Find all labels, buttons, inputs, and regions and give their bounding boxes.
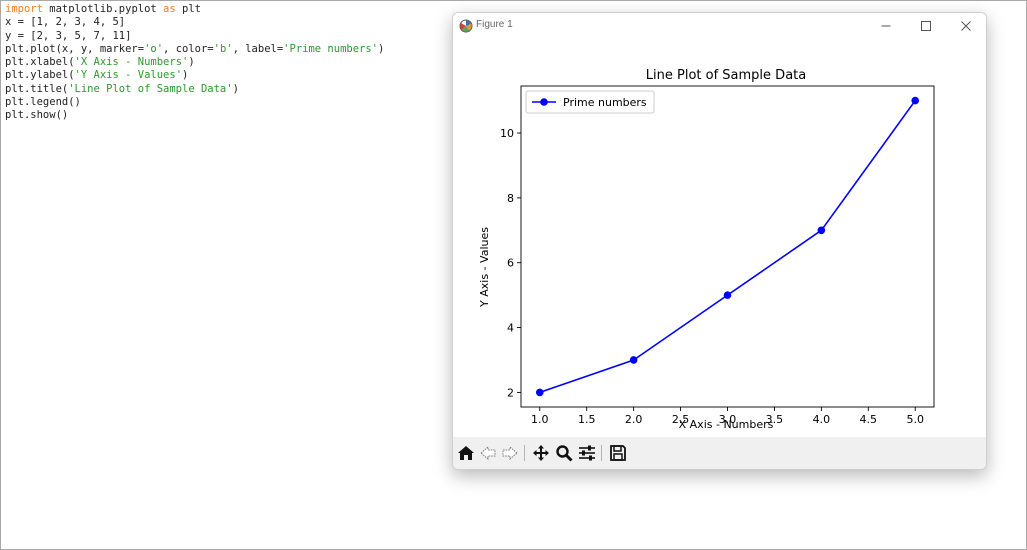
plot-area-frame: [520, 85, 935, 408]
code-line: plt.plot(x, y, marker='o', color='b', la…: [5, 43, 384, 56]
code-token: 'o': [144, 42, 164, 55]
home-button[interactable]: [456, 443, 476, 463]
x-tick-label: 1.5: [578, 413, 596, 426]
x-tick-label: 2.5: [672, 413, 690, 426]
y-tick-label: 2: [507, 386, 514, 399]
back-button[interactable]: [478, 443, 498, 463]
y-tick-label: 8: [507, 192, 514, 205]
configure-subplots-icon: [579, 445, 595, 461]
code-token: y = [2, 3, 5, 7, 11]: [5, 29, 132, 42]
pan-button[interactable]: [531, 443, 551, 463]
code-line: plt.legend(): [5, 96, 384, 109]
figure-canvas[interactable]: Line Plot of Sample Data X Axis - Number…: [453, 39, 986, 437]
data-point: [817, 226, 826, 235]
configure-subplots-button[interactable]: [577, 443, 597, 463]
code-token: import: [5, 3, 43, 15]
maximize-icon: [921, 21, 931, 31]
code-line: plt.show(): [5, 109, 384, 122]
toolbar-separator: [601, 445, 602, 461]
code-token: ): [182, 69, 189, 82]
data-point: [629, 356, 638, 364]
code-token: 'Y Axis - Values': [74, 69, 183, 82]
code-token: 'X Axis - Numbers': [74, 56, 189, 69]
code-token: plt: [175, 3, 201, 15]
code-line: y = [2, 3, 5, 7, 11]: [5, 30, 384, 43]
close-button[interactable]: [946, 13, 986, 39]
legend-label: Prime numbers: [563, 96, 647, 109]
code-token: matplotlib.pyplot: [42, 3, 164, 15]
code-line: plt.ylabel('Y Axis - Values'): [5, 69, 384, 82]
legend-marker-swatch: [540, 98, 548, 106]
forward-button[interactable]: [500, 443, 520, 463]
legend-box: [525, 90, 655, 114]
x-tick-label: 1.0: [531, 413, 549, 426]
data-point: [911, 96, 920, 105]
save-button[interactable]: [608, 443, 628, 463]
x-tick-label: 3.0: [719, 413, 737, 426]
forward-arrow-icon: [502, 445, 518, 461]
data-point: [723, 291, 732, 299]
window-titlebar[interactable]: Figure 1: [453, 13, 986, 39]
code-token: plt.show(): [5, 109, 69, 122]
x-tick-label: 5.0: [906, 413, 924, 426]
x-tick-label: 4.0: [813, 413, 831, 426]
code-token: plt.plot(x, y, marker=: [5, 42, 145, 55]
code-token: x = [1, 2, 3, 4, 5]: [5, 16, 126, 29]
figure-window[interactable]: Figure 1 Line Plot of Sample Data X Axis…: [452, 12, 987, 470]
x-tick-label: 4.5: [860, 413, 878, 426]
pan-icon: [533, 445, 549, 461]
code-line: plt.xlabel('X Axis - Numbers'): [5, 56, 384, 69]
y-tick-label: 10: [500, 127, 514, 140]
code-token: plt.title(: [5, 82, 69, 95]
code-token: , label=: [232, 42, 284, 55]
code-token: plt.legend(): [5, 96, 81, 109]
code-line: import matplotlib.pyplot as plt: [5, 3, 384, 16]
y-tick-label: 4: [507, 322, 514, 335]
navigation-toolbar: [453, 437, 986, 469]
code-token: 'Prime numbers': [283, 42, 378, 55]
window-title: Figure 1: [476, 19, 513, 30]
code-token: plt.ylabel(: [5, 69, 75, 82]
x-axis-label: X Axis - Numbers: [679, 418, 774, 431]
code-token: 'Line Plot of Sample Data': [68, 82, 233, 95]
maximize-button[interactable]: [906, 13, 946, 39]
code-token: ): [232, 82, 239, 95]
code-text[interactable]: import matplotlib.pyplot as plt x = [1, 2…: [5, 3, 384, 123]
code-token: 'b': [213, 42, 233, 55]
data-point: [535, 388, 544, 397]
series-line: [539, 100, 916, 394]
code-token: plt.xlabel(: [5, 56, 75, 69]
code-token: as: [163, 3, 176, 15]
save-icon: [610, 445, 626, 461]
y-axis-label: Y Axis - Values: [478, 227, 491, 308]
code-token: ): [378, 42, 385, 55]
matplotlib-figure-icon: [459, 19, 473, 33]
code-token: , color=: [163, 42, 214, 55]
toolbar-separator: [524, 445, 525, 461]
code-line: x = [1, 2, 3, 4, 5]: [5, 16, 384, 29]
zoom-button[interactable]: [554, 443, 574, 463]
close-icon: [961, 21, 971, 31]
chart-title: Line Plot of Sample Data: [646, 68, 806, 83]
back-arrow-icon: [480, 445, 496, 461]
code-token: ): [188, 56, 195, 69]
line-chart: Line Plot of Sample Data X Axis - Number…: [478, 68, 935, 431]
code-line: plt.title('Line Plot of Sample Data'): [5, 83, 384, 96]
minimize-button[interactable]: [866, 13, 906, 39]
minimize-icon: [881, 25, 891, 27]
x-tick-label: 2.0: [625, 413, 643, 426]
zoom-icon: [556, 445, 573, 462]
x-tick-label: 3.5: [766, 413, 784, 426]
home-icon: [458, 446, 474, 460]
y-tick-label: 6: [507, 257, 514, 270]
